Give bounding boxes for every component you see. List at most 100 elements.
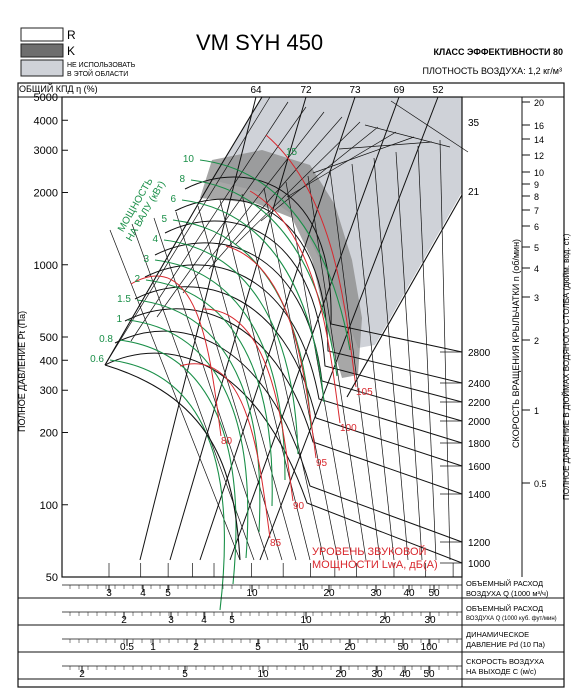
y-tick-label-400: 400: [40, 355, 58, 367]
inch-label-2: 2: [534, 336, 539, 346]
flow-cfm-label-30: 30: [424, 615, 436, 626]
bottom-scales: 3 4 5 10 20 30 40 50 2 3 4 5 10 20 30 0.5 1 2 5 10 20 50 100 2 5…: [18, 584, 564, 680]
speed-curve-2800: [184, 176, 463, 353]
flow-m3h-label-50: 50: [428, 588, 440, 599]
speed-label-1200: 1200: [468, 538, 491, 549]
flow-cfm-label-5: 5: [229, 615, 235, 626]
diag-grid-b-6: [241, 193, 325, 561]
speed-curve-1400: [124, 308, 463, 495]
inch-label-9: 9: [534, 180, 539, 190]
flow-m3h-label-5: 5: [165, 588, 171, 599]
power-label-0.6: 0.6: [90, 354, 104, 365]
speed-curve-1600: [134, 286, 463, 467]
vel-title-1: СКОРОСТЬ ВОЗДУХА: [466, 657, 544, 666]
noise-label-85: 85: [270, 538, 282, 549]
legend-noarea-swatch: [20, 59, 64, 77]
bottom-scale-titles: ОБЪЕМНЫЙ РАСХОД ВОЗДУХА Q (1000 м³/ч) ОБ…: [466, 579, 557, 676]
power-label-4: 4: [152, 234, 158, 245]
inch-label-4: 4: [534, 264, 539, 274]
flow-m3h-label-3: 3: [106, 588, 112, 599]
flow-m3h-label-40: 40: [403, 588, 415, 599]
speed-end-label-35: 35: [468, 118, 480, 129]
diag-grid-8: [312, 136, 415, 174]
speed-curve-1800: [144, 264, 463, 444]
legend-noarea-line1: НЕ ИСПОЛЬЗОВАТЬ: [67, 62, 136, 69]
flow-cfm-label-10: 10: [300, 615, 312, 626]
not-usable-area: [200, 97, 462, 378]
power-curve-8: [190, 179, 338, 377]
speed-label-2400: 2400: [468, 379, 491, 390]
diag-grid-b-10: [329, 169, 381, 561]
inch-label-3: 3: [534, 293, 539, 303]
dyn-title-1: ДИНАМИЧЕСКОЕ: [466, 630, 529, 639]
diag-grid-2: [156, 106, 307, 318]
flow-cfm-label-20: 20: [379, 615, 391, 626]
diag-grid-5: [234, 121, 361, 246]
power-curve-0.8: [118, 339, 237, 585]
power-label: МОЩНОСТЬ НА ВАЛУ (кВт): [116, 176, 168, 243]
efficiency-label-73: 73: [349, 85, 361, 96]
vel-label-30: 30: [371, 669, 383, 680]
efficiency-label-69: 69: [393, 85, 405, 96]
diag-grid-9: [338, 141, 433, 150]
power-curve-1.5: [136, 299, 261, 533]
flow-m3h-label-30: 30: [370, 588, 382, 599]
y-tick-label-4000: 4000: [34, 115, 58, 127]
dyn-title-2: ДАВЛЕНИЕ Pd (10 Па): [466, 640, 546, 649]
power-curve-1: [127, 319, 249, 559]
power-curve-5: [172, 219, 312, 429]
chart-labels: 5010020030040050010002000300040005000100…: [34, 85, 547, 584]
chart-frame: [17, 82, 565, 688]
efficiency-label-52: 52: [432, 85, 444, 96]
k-region: [200, 150, 362, 378]
power-label-5: 5: [161, 214, 167, 225]
noise-label-100: 100: [340, 423, 357, 434]
speed-curve-2400: [174, 198, 463, 384]
inch-label-16: 16: [534, 121, 544, 131]
power-curve-2: [145, 279, 273, 507]
efficiency-axis-label: ОБЩИЙ КПД η (%): [19, 83, 98, 94]
noise-label-95: 95: [316, 458, 328, 469]
legend-noarea-line2: В ЭТОЙ ОБЛАСТИ: [67, 69, 128, 78]
power-curve-3: [154, 259, 286, 481]
speed-label-1600: 1600: [468, 462, 491, 473]
inch-label-0.5: 0.5: [534, 479, 547, 489]
vel-title-2: НА ВЫХОДЕ C (м/с): [466, 667, 537, 676]
vel-label-10: 10: [257, 669, 269, 680]
legend-r-swatch: [20, 27, 64, 42]
power-label-8: 8: [179, 174, 185, 185]
left-limit-line: [104, 96, 263, 366]
dyn-label-50: 50: [397, 642, 409, 653]
speed-curve-1000: [104, 352, 463, 564]
y-tick-label-5000: 5000: [34, 92, 58, 104]
diag-grid-10: [364, 124, 451, 148]
performance-curves: [104, 96, 463, 611]
noise-curve-105: [265, 134, 357, 388]
power-curve-0.6: [109, 359, 225, 611]
dyn-label-1: 1: [150, 642, 156, 653]
efficiency-ray-52: [259, 96, 439, 561]
power-label-1: 1: [116, 314, 122, 325]
power-label-10: 10: [183, 154, 195, 165]
air-density: ПЛОТНОСТЬ ВОЗДУХА: 1,2 кг/м³: [423, 66, 562, 76]
vel-label-40: 40: [399, 669, 411, 680]
inch-label-10: 10: [534, 168, 544, 178]
power-label-0.8: 0.8: [99, 334, 113, 345]
speed-label-1000: 1000: [468, 559, 491, 570]
diag-grid-6: [260, 126, 379, 222]
flow-cfm-label-3: 3: [168, 615, 174, 626]
speed-label-2200: 2200: [468, 398, 491, 409]
legend-k-label: K: [67, 44, 75, 58]
noise-label-105: 105: [356, 387, 373, 398]
inch-label-8: 8: [534, 192, 539, 202]
power-label-1.5: 1.5: [117, 294, 131, 305]
diag-grid-b-4: [197, 205, 297, 561]
power-curve-10: [199, 159, 351, 351]
diag-grid-b-15: [439, 139, 451, 561]
right-limit-line: [346, 194, 463, 398]
power-label-2: 2: [134, 274, 140, 285]
dyn-label-20: 20: [344, 642, 356, 653]
y-tick-label-500: 500: [40, 332, 58, 344]
inch-label-20: 20: [534, 98, 544, 108]
